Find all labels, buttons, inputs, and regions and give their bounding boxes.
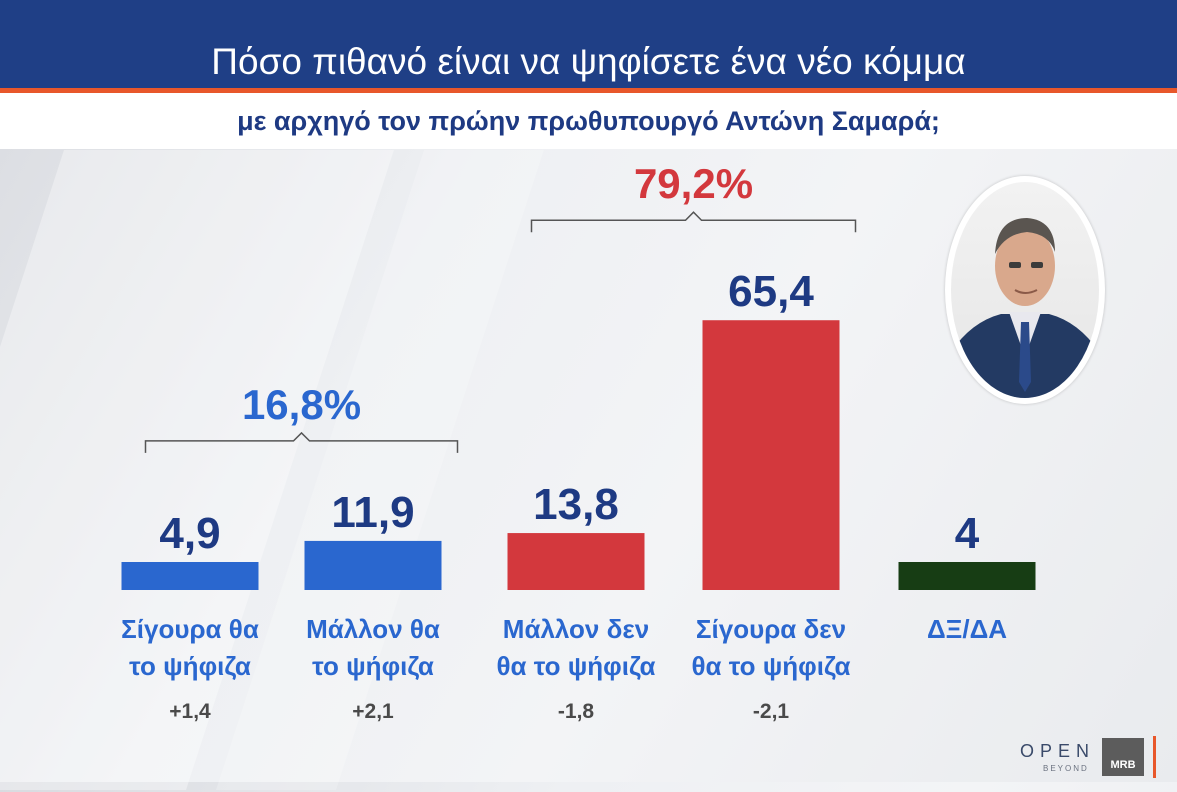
bar — [507, 533, 645, 590]
logo-divider — [1153, 736, 1156, 778]
beyond-logo-text: BEYOND — [1043, 764, 1089, 773]
portrait-image — [951, 182, 1099, 398]
change-label: -2,1 — [753, 700, 790, 723]
group-total-label: 79,2% — [634, 160, 753, 207]
bar-value-label: 4,9 — [159, 509, 220, 558]
change-label: -1,8 — [558, 700, 595, 723]
category-label: το ψήφιζα — [312, 651, 434, 681]
bar — [304, 540, 442, 590]
subtitle-bar — [0, 93, 1177, 149]
portrait-drawing — [951, 218, 1099, 398]
group-total-label: 16,8% — [242, 381, 361, 428]
open-logo: OPEN — [1020, 741, 1096, 761]
category-label: Σίγουρα θα — [121, 614, 259, 644]
category-label: Μάλλον δεν — [503, 614, 649, 644]
page-subtitle: με αρχηγό τον πρώην πρωθυπουργό Αντώνη Σ… — [237, 106, 940, 136]
category-label: ΔΞ/ΔΑ — [927, 614, 1007, 644]
category-label: το ψήφιζα — [129, 651, 251, 681]
category-label: θα το ψήφιζα — [496, 651, 655, 681]
header-bar — [0, 0, 1177, 88]
bar-value-label: 65,4 — [728, 267, 814, 316]
bar-value-label: 11,9 — [331, 488, 414, 537]
group-bracket — [530, 211, 857, 233]
category-label: Σίγουρα δεν — [696, 614, 846, 644]
bar — [702, 320, 840, 590]
category-label: Μάλλον θα — [306, 614, 440, 644]
category-label: θα το ψήφιζα — [691, 651, 850, 681]
politician-photo — [945, 176, 1105, 404]
accent-line — [0, 88, 1177, 93]
page-title: Πόσο πιθανό είναι να ψηφίσετε ένα νέο κό… — [211, 41, 966, 82]
bar-value-label: 13,8 — [533, 480, 619, 529]
bar — [121, 562, 259, 590]
change-label: +1,4 — [169, 700, 211, 723]
group-bracket — [144, 431, 459, 453]
mrb-logo: MRB — [1102, 738, 1144, 776]
change-label: +2,1 — [352, 700, 394, 723]
bar — [898, 562, 1036, 590]
bar-value-label: 4 — [955, 509, 980, 558]
